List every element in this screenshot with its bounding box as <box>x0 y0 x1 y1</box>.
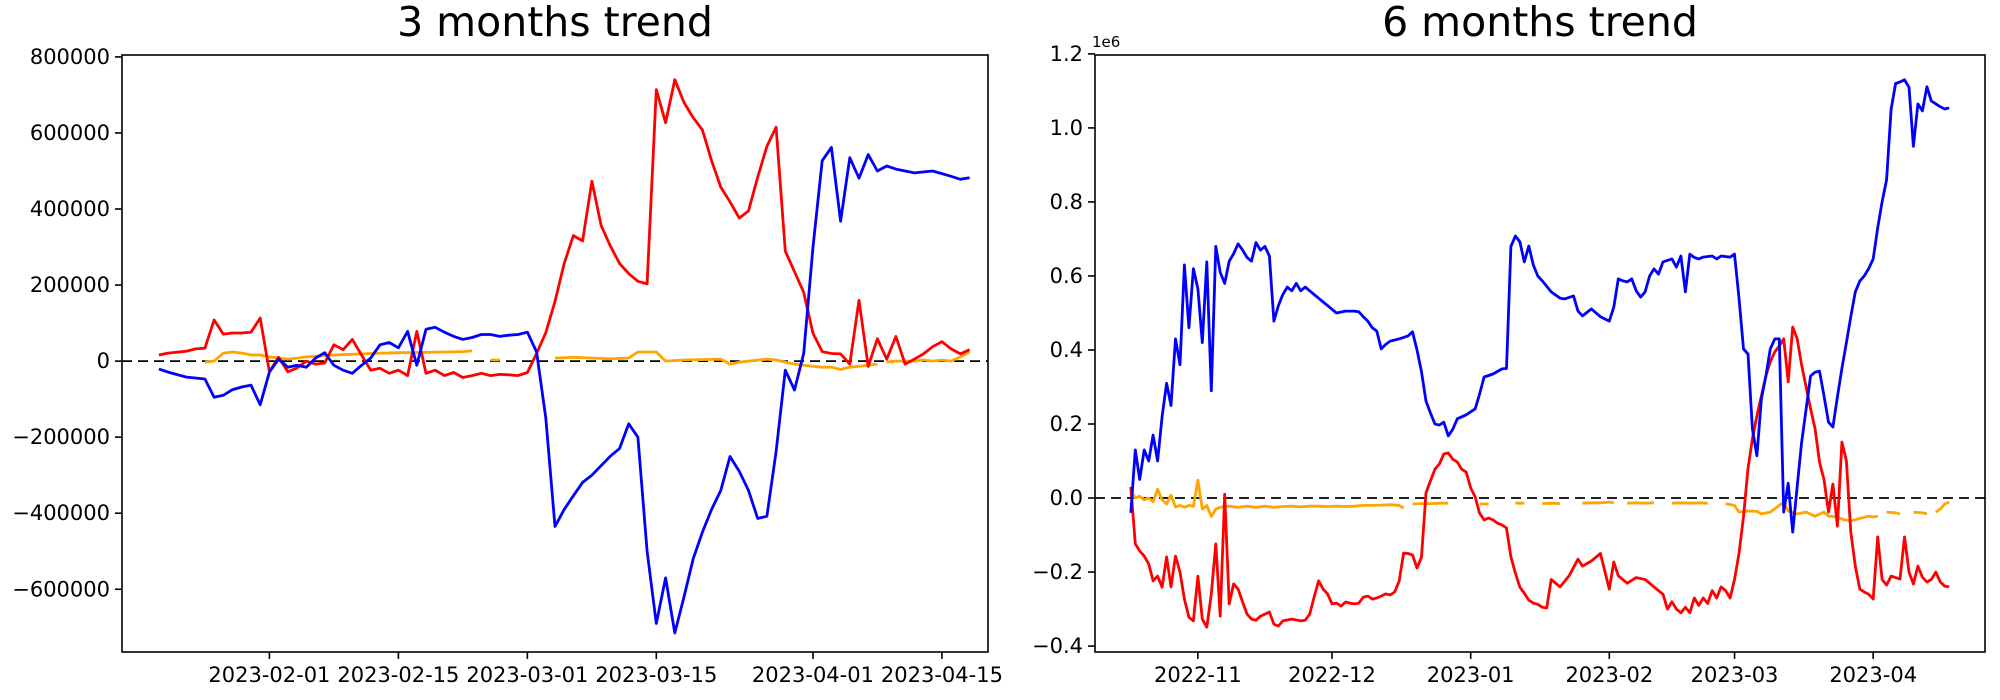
y-tick-label: 0.6 <box>1050 264 1083 288</box>
y-tick-label: 1.0 <box>1050 116 1083 140</box>
series-line-red <box>158 78 971 379</box>
y-tick-label: 800000 <box>30 45 110 69</box>
series-line-orange <box>204 349 971 371</box>
chart-title-6-months: 6 months trend <box>1382 0 1698 46</box>
y-axis-offset-label-1e6: 1e6 <box>1092 33 1121 51</box>
y-tick-label: 600000 <box>30 121 110 145</box>
x-tick-label: 2023-04-01 <box>752 663 874 687</box>
x-tick-label: 2023-02 <box>1565 663 1653 687</box>
y-tick-label: 0.0 <box>1050 486 1083 510</box>
chart-title-3-months: 3 months trend <box>397 0 713 46</box>
x-tick-label: 2023-01 <box>1427 663 1515 687</box>
y-tick-label: −200000 <box>12 425 110 449</box>
series-line-blue <box>158 146 970 635</box>
x-tick-label: 2023-03-01 <box>466 663 588 687</box>
x-tick-label: 2023-02-15 <box>337 663 459 687</box>
y-tick-label: −0.4 <box>1032 634 1083 658</box>
y-tick-label: 1.2 <box>1050 42 1083 66</box>
x-tick-label: 2022-11 <box>1154 663 1242 687</box>
y-tick-label: 200000 <box>30 273 110 297</box>
axes-box <box>1094 54 1986 653</box>
y-tick-label: 0.8 <box>1050 190 1083 214</box>
series-line-red <box>1129 325 1950 629</box>
y-tick-label: 0.2 <box>1050 412 1083 436</box>
y-tick-label: −400000 <box>12 501 110 525</box>
x-tick-label: 2023-04 <box>1829 663 1917 687</box>
y-tick-label: 0 <box>97 349 110 373</box>
x-tick-label: 2023-04-15 <box>881 663 1003 687</box>
y-tick-label: 0.4 <box>1050 338 1083 362</box>
y-tick-label: −0.2 <box>1032 560 1083 584</box>
x-tick-label: 2023-03-15 <box>595 663 717 687</box>
y-tick-label: −600000 <box>12 577 110 601</box>
y-tick-label: 400000 <box>30 197 110 221</box>
x-tick-label: 2022-12 <box>1288 663 1376 687</box>
x-tick-label: 2023-03 <box>1691 663 1779 687</box>
x-tick-label: 2023-02-01 <box>208 663 330 687</box>
series-line-blue <box>1129 78 1950 534</box>
axes-box <box>121 54 989 653</box>
